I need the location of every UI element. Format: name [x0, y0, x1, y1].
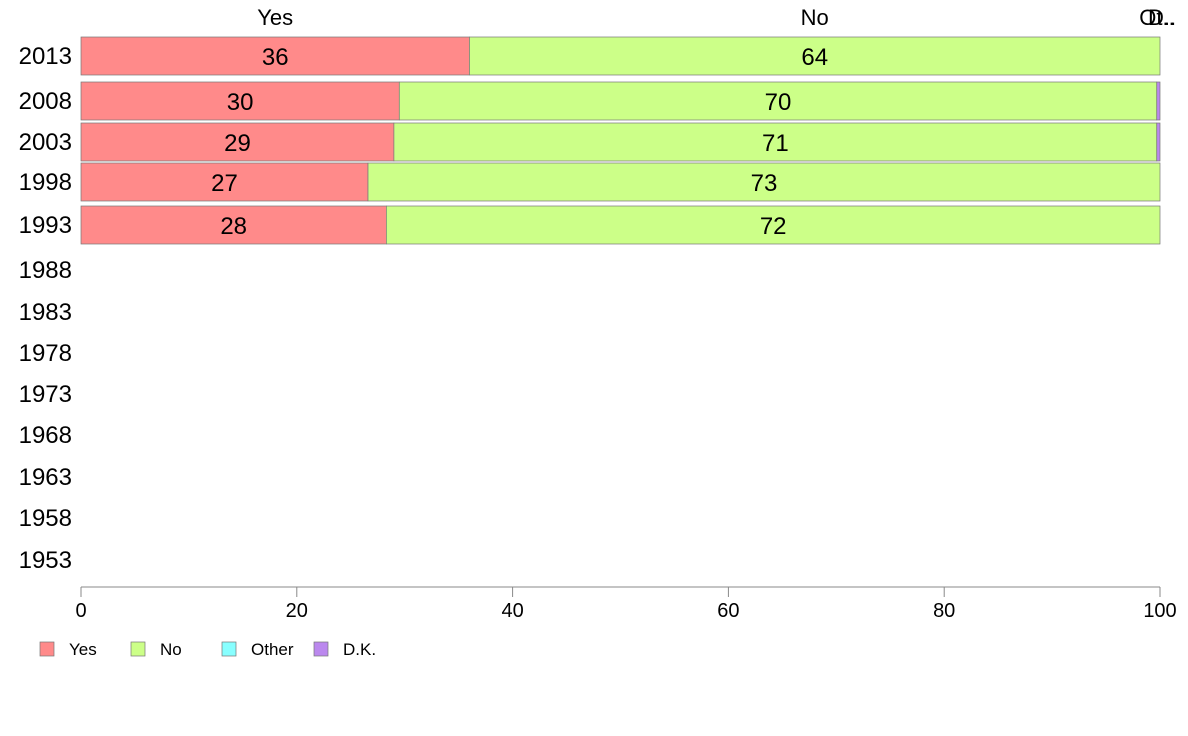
bar-value-2003-No: 71 [762, 130, 789, 157]
bar-value-2003-Yes: 29 [224, 130, 251, 157]
bar-1993-Yes [80, 205, 387, 245]
legend-swatch-D.K. [313, 641, 329, 657]
x-tick-label-40: 40 [501, 600, 523, 622]
bar-2008-Yes [80, 81, 400, 121]
bar-value-2008-Yes: 30 [227, 89, 254, 116]
bar-2008-D.K. [1156, 81, 1161, 121]
legend-swatch-No [130, 641, 146, 657]
year-label-1968: 1968 [19, 422, 72, 449]
column-header-1: No [801, 5, 829, 30]
x-tick-label-80: 80 [933, 600, 955, 622]
bar-1998-Yes [80, 162, 369, 202]
x-tick-label-0: 0 [75, 600, 86, 622]
legend-label-Yes: Yes [69, 640, 97, 659]
year-label-1998: 1998 [19, 169, 72, 196]
column-header-2: Ot.. [1139, 5, 1174, 30]
bar-2003-No [393, 122, 1158, 162]
bar-value-1993-No: 72 [760, 213, 787, 240]
legend-label-D.K.: D.K. [343, 640, 376, 659]
bar-value-2013-No: 64 [801, 44, 828, 71]
bar-1998-No [367, 162, 1161, 202]
bar-2013-No [469, 36, 1161, 76]
legend-label-No: No [160, 640, 182, 659]
bar-value-2013-Yes: 36 [262, 44, 289, 71]
bar-value-2008-No: 70 [765, 89, 792, 116]
year-label-1978: 1978 [19, 340, 72, 367]
year-label-2013: 2013 [19, 43, 72, 70]
bar-2003-D.K. [1156, 122, 1161, 162]
year-label-1973: 1973 [19, 381, 72, 408]
bar-2003-Yes [80, 122, 395, 162]
legend-swatch-Other [221, 641, 237, 657]
legend-swatch-Yes [39, 641, 55, 657]
year-label-2008: 2008 [19, 88, 72, 115]
year-label-1988: 1988 [19, 257, 72, 284]
year-label-1958: 1958 [19, 505, 72, 532]
bar-value-1993-Yes: 28 [220, 213, 247, 240]
column-header-3: D.. [1148, 5, 1176, 30]
year-label-1983: 1983 [19, 299, 72, 326]
year-label-1963: 1963 [19, 464, 72, 491]
bar-1993-No [386, 205, 1161, 245]
bar-2013-Yes [80, 36, 470, 76]
column-header-0: Yes [257, 5, 293, 30]
year-label-1993: 1993 [19, 212, 72, 239]
year-label-2003: 2003 [19, 129, 72, 156]
x-tick-label-20: 20 [286, 600, 308, 622]
bar-value-1998-Yes: 27 [211, 170, 238, 197]
year-label-1953: 1953 [19, 547, 72, 574]
bar-2008-No [398, 81, 1158, 121]
x-tick-label-60: 60 [717, 600, 739, 622]
legend-label-Other: Other [251, 640, 294, 659]
x-tick-label-100: 100 [1143, 600, 1176, 622]
bar-value-1998-No: 73 [751, 170, 778, 197]
